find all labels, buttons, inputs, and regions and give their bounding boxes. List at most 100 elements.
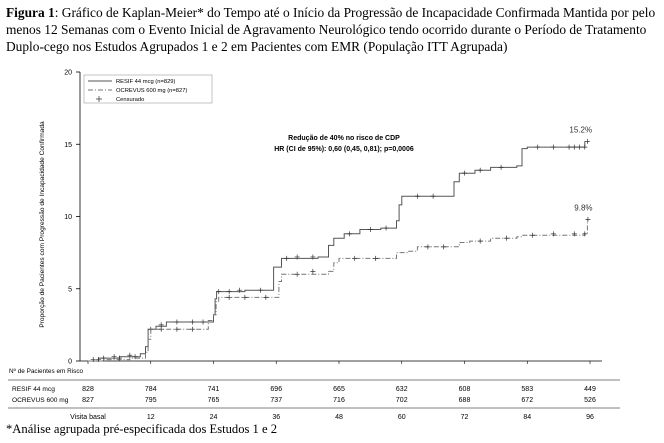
censor-mark (158, 322, 164, 328)
censor-mark (294, 254, 300, 260)
censor-mark (352, 255, 358, 261)
censor-mark (477, 167, 483, 173)
censor-mark (498, 164, 504, 170)
footnote: *Análise agrupada pré-especificada dos E… (6, 422, 278, 436)
censor-mark (582, 231, 588, 237)
censor-mark (226, 294, 232, 300)
annotation-line-2: HR (CI de 95%): 0,60 (0,45, 0,81); p=0,0… (274, 146, 414, 153)
y-axis-label: Proporção de Pacientes com Progressão de… (39, 121, 46, 328)
risk-cell: 449 (584, 386, 596, 393)
annotation: Redução de 40% no risco de CDP HR (CI de … (274, 135, 414, 153)
censor-mark (200, 319, 206, 325)
risk-table-title: Nº de Pacientes em Risco (9, 368, 84, 375)
y-tick-label: 15 (64, 142, 72, 149)
risk-cell: 828 (82, 386, 94, 393)
x-tick-label: 60 (398, 414, 406, 421)
series-line-1 (88, 141, 586, 362)
y-tick-label: 5 (68, 286, 72, 293)
risk-cell: 696 (270, 386, 282, 393)
series-layer: 15.2% 9.8% (88, 125, 593, 363)
censor-mark (535, 144, 541, 150)
censor-mark (174, 326, 180, 332)
censor-mark (95, 357, 101, 363)
censor-mark (425, 244, 431, 250)
censor-mark (584, 138, 590, 144)
figure-label: Figura 1 (6, 5, 55, 20)
x-tick-label: 96 (586, 414, 594, 421)
censor-mark (127, 352, 133, 358)
x-tick-label: 84 (523, 414, 531, 421)
censor-mark (101, 355, 107, 361)
risk-cell: 688 (459, 397, 471, 404)
censor-mark (190, 326, 196, 332)
censor-mark (441, 244, 447, 250)
risk-cell: 672 (521, 397, 533, 404)
censor-mark (242, 294, 248, 300)
series-end-label-1: 15.2% (569, 125, 592, 134)
series-line-2 (88, 219, 588, 362)
risk-cell: 526 (584, 397, 596, 404)
censor-mark (190, 319, 196, 325)
censor-mark (529, 232, 535, 238)
plot-frame (79, 72, 602, 362)
censor-mark (258, 287, 264, 293)
x-tick-label: 12 (147, 414, 155, 421)
censor-mark (216, 289, 222, 295)
annotation-line-1: Redução de 40% no risco de CDP (288, 135, 400, 142)
y-tick-label: 0 (68, 359, 72, 366)
risk-row-label: RESIF 44 mcg (12, 386, 55, 393)
risk-cell: 795 (145, 397, 157, 404)
x-tick-label: 24 (210, 414, 218, 421)
risk-cell: 608 (459, 386, 471, 393)
censor-mark (571, 144, 577, 150)
legend-label-1: RESIF 44 mcg (n=829) (116, 79, 176, 85)
censor-mark (577, 144, 583, 150)
censor-mark (90, 357, 96, 363)
risk-cell: 583 (521, 386, 533, 393)
risk-cell: 632 (396, 386, 408, 393)
risk-cell: 737 (270, 397, 282, 404)
censor-mark (237, 287, 243, 293)
y-axis: 0 5 10 15 20 Proporção de Pacientes com Progr… (39, 70, 80, 366)
censor-mark (367, 227, 373, 233)
censor-mark (566, 144, 572, 150)
censor-mark (174, 319, 180, 325)
censor-mark (263, 294, 269, 300)
legend: RESIF 44 mcg (n=829) OCREVUS 600 mg (n=82… (83, 74, 213, 104)
censor-mark (158, 326, 164, 332)
censor-mark (503, 235, 509, 241)
censor-mark (550, 144, 556, 150)
legend-censor-label: Censurado (116, 97, 144, 103)
censor-mark (571, 231, 577, 237)
risk-cell: 765 (208, 397, 220, 404)
censor-mark (310, 268, 316, 274)
censor-mark (284, 255, 290, 261)
censor-mark (346, 231, 352, 237)
x-tick-label: Visita basal (70, 414, 106, 421)
x-axis: Visita basal 12 24 36 48 60 72 84 96 (70, 361, 594, 421)
risk-cell: 702 (396, 397, 408, 404)
risk-cell: 741 (208, 386, 220, 393)
figure-caption-text: : Gráfico de Kaplan-Meier* do Tempo até … (6, 5, 656, 54)
legend-box (83, 74, 213, 104)
censor-mark (550, 231, 556, 237)
censor-mark (477, 238, 483, 244)
risk-table: Nº de Pacientes em Risco RESIF 44 mcg 828 7… (8, 368, 620, 409)
x-tick-label: 36 (272, 414, 280, 421)
legend-censor-icon (96, 96, 102, 102)
y-tick-label: 20 (64, 70, 72, 77)
risk-cell: 665 (333, 386, 345, 393)
risk-cell: 827 (82, 397, 94, 404)
x-tick-label: 72 (461, 414, 469, 421)
risk-cell: 784 (145, 386, 157, 393)
censor-mark (226, 289, 232, 295)
censor-mark (310, 254, 316, 260)
censor-mark (373, 255, 379, 261)
risk-row-label: OCREVUS 600 mg (12, 397, 69, 404)
series-end-label-2: 9.8% (574, 203, 592, 212)
y-tick-label: 10 (64, 214, 72, 221)
risk-cell: 716 (333, 397, 345, 404)
censor-mark (582, 144, 588, 150)
censor-mark (383, 225, 389, 231)
